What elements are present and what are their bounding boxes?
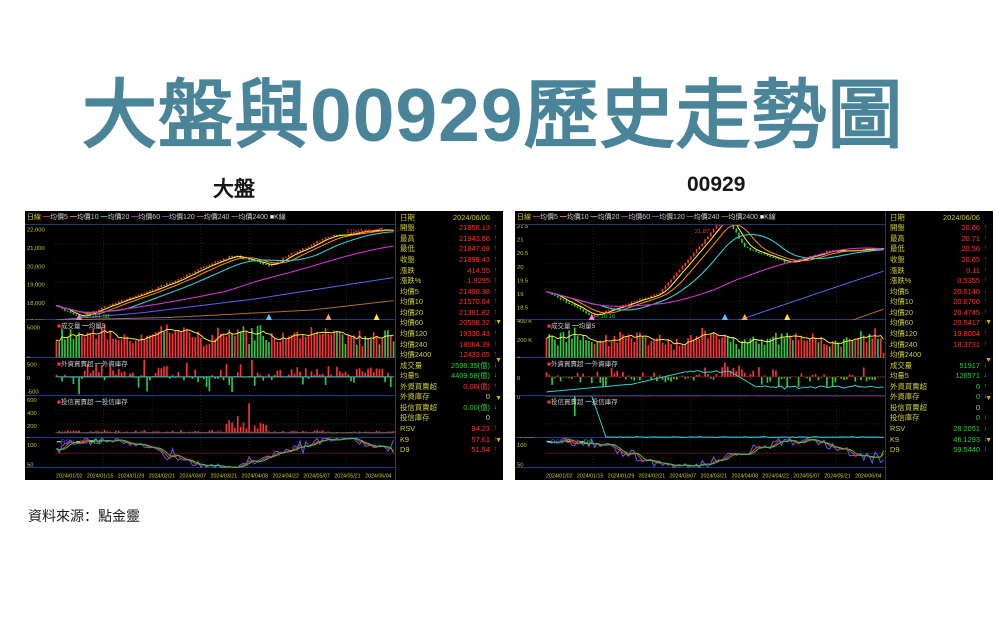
svg-text:2024/01/29: 2024/01/29 — [608, 473, 635, 479]
svg-text:21,000: 21,000 — [27, 246, 45, 252]
svg-text:2024/01/02: 2024/01/02 — [56, 473, 83, 479]
svg-text:18,000: 18,000 — [27, 301, 45, 307]
svg-text:2024/05/21: 2024/05/21 — [334, 473, 361, 479]
svg-text:2024/04/08: 2024/04/08 — [242, 473, 269, 479]
svg-text:200: 200 — [27, 424, 37, 430]
svg-text:2024/05/07: 2024/05/07 — [793, 473, 820, 479]
svg-text:20.5: 20.5 — [517, 251, 528, 257]
svg-text:2024/04/22: 2024/04/22 — [762, 473, 789, 479]
svg-text:19.5: 19.5 — [517, 279, 528, 285]
svg-text:2024/02/21: 2024/02/21 — [149, 473, 176, 479]
svg-text:21943.86: 21943.86 — [346, 229, 370, 235]
svg-text:2024/01/29: 2024/01/29 — [118, 473, 145, 479]
svg-text:600: 600 — [27, 398, 37, 404]
svg-text:18.5: 18.5 — [517, 306, 528, 312]
svg-text:21.87: 21.87 — [695, 229, 710, 235]
svg-text:2024/03/21: 2024/03/21 — [211, 473, 238, 479]
svg-text:0: 0 — [27, 376, 30, 382]
svg-text:19: 19 — [517, 292, 523, 298]
svg-text:2024/05/07: 2024/05/07 — [303, 473, 330, 479]
svg-text:100: 100 — [517, 443, 527, 449]
svg-text:100: 100 — [27, 443, 37, 449]
svg-text:-500: -500 — [27, 389, 39, 395]
svg-text:2024/04/22: 2024/04/22 — [272, 473, 299, 479]
svg-text:400 K: 400 K — [517, 320, 532, 325]
svg-text:2024/04/08: 2024/04/08 — [732, 473, 759, 479]
svg-text:2024/06/04: 2024/06/04 — [365, 473, 392, 479]
svg-text:21: 21 — [517, 238, 523, 244]
svg-text:2024/01/15: 2024/01/15 — [577, 473, 604, 479]
svg-text:20,000: 20,000 — [27, 264, 45, 270]
svg-text:2024/03/07: 2024/03/07 — [180, 473, 207, 479]
svg-text:500: 500 — [27, 362, 37, 368]
svg-text:0: 0 — [517, 396, 520, 401]
svg-text:50: 50 — [27, 462, 33, 468]
svg-text:20: 20 — [517, 265, 523, 271]
svg-text:21.5: 21.5 — [517, 225, 528, 230]
svg-text:18.16: 18.16 — [601, 314, 616, 320]
svg-text:5000: 5000 — [27, 326, 40, 332]
svg-text:2024/05/21: 2024/05/21 — [824, 473, 851, 479]
svg-text:2024/01/02: 2024/01/02 — [546, 473, 573, 479]
svg-text:2024/03/21: 2024/03/21 — [701, 473, 728, 479]
svg-text:2024/03/07: 2024/03/07 — [670, 473, 697, 479]
svg-text:2024/02/21: 2024/02/21 — [639, 473, 666, 479]
svg-text:200 K: 200 K — [517, 338, 532, 344]
svg-text:22,000: 22,000 — [27, 228, 45, 234]
svg-text:2024/01/15: 2024/01/15 — [87, 473, 114, 479]
svg-text:19,000: 19,000 — [27, 283, 45, 289]
svg-text:17151.58: 17151.58 — [85, 314, 109, 320]
svg-text:2024/06/04: 2024/06/04 — [855, 473, 882, 479]
svg-text:400: 400 — [27, 411, 37, 417]
svg-text:0: 0 — [517, 376, 520, 382]
svg-text:50: 50 — [517, 462, 523, 468]
